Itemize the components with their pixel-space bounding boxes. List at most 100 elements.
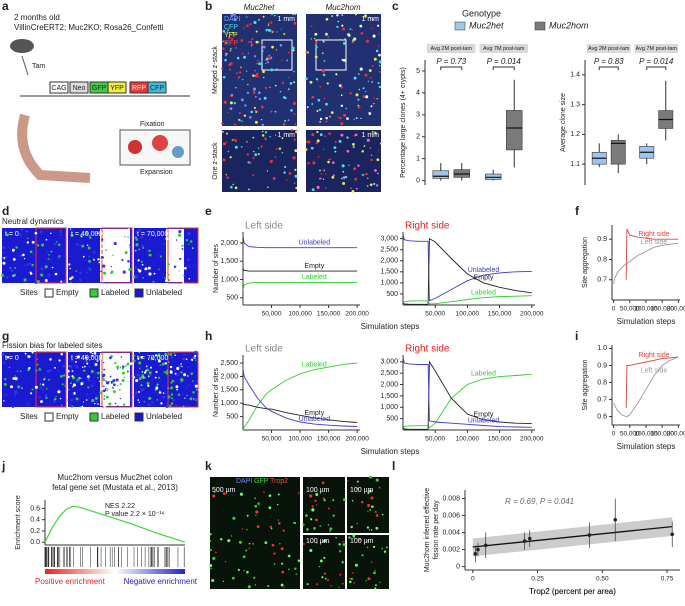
image-dot (183, 357, 186, 360)
image-dot (368, 112, 372, 115)
x-tick-label: 150,000 (317, 311, 341, 318)
image-dot (89, 236, 92, 239)
image-dot (168, 353, 170, 355)
image-dot (71, 375, 74, 378)
point (483, 543, 488, 548)
image-dot (18, 233, 22, 237)
image-dot (246, 141, 248, 143)
image-k (210, 477, 300, 589)
image-dot (327, 524, 330, 526)
point (613, 517, 618, 522)
x-tick-label: 200,000 (667, 431, 685, 438)
image-dot (140, 375, 144, 379)
image-dot (103, 395, 106, 397)
image-dot (140, 235, 144, 239)
image-dot (220, 67, 224, 70)
image-dot (243, 114, 247, 117)
image-dot (311, 133, 315, 137)
image-dot (351, 499, 354, 502)
image-dot (158, 389, 161, 392)
image-dot (60, 404, 63, 407)
image-dot (75, 361, 77, 363)
image-dot (223, 100, 227, 104)
line (242, 368, 358, 427)
image-dot (373, 97, 375, 100)
sim-grid (134, 352, 198, 407)
image-dot (283, 586, 285, 589)
syringe (21, 55, 29, 76)
image-dot (249, 161, 252, 165)
channel: YFP (224, 32, 238, 39)
image-dot (244, 104, 247, 107)
image-dot (119, 388, 121, 391)
image-dot (104, 393, 106, 395)
image-dot (180, 365, 182, 367)
image-dot (87, 246, 91, 250)
image-dot (370, 154, 373, 157)
image-dot (253, 576, 256, 579)
image-dot (329, 115, 331, 118)
y-tick-label: 0.008 (442, 495, 460, 502)
image-dot (325, 102, 328, 106)
image-dot (103, 397, 106, 401)
image-dot (178, 270, 180, 272)
image-dot (316, 541, 318, 544)
x-tick-label: 200,000 (520, 436, 544, 443)
image-dot (322, 73, 326, 77)
image-dot (23, 257, 26, 260)
image-dot (363, 145, 365, 147)
image-dot (25, 231, 28, 233)
image-dot (112, 390, 116, 394)
image-dot (281, 562, 284, 565)
image-dot (140, 381, 142, 383)
image-dot (241, 78, 244, 81)
image-dot (171, 356, 173, 358)
image-dot (293, 81, 296, 84)
image-dot (103, 368, 106, 371)
image-dot (355, 187, 358, 190)
image-dot (231, 38, 234, 41)
image-dot (264, 86, 268, 90)
image-dot (366, 185, 369, 187)
x-tick-label: 200,000 (345, 311, 369, 318)
image-dot (226, 176, 229, 179)
image-dot (71, 370, 74, 372)
image-dot (31, 263, 34, 267)
image-dot (324, 577, 327, 580)
image-dot (348, 536, 351, 539)
image-dot (103, 385, 105, 388)
image-dot (257, 147, 260, 149)
image-dot (224, 54, 227, 57)
image-dot (8, 366, 11, 369)
image-dot (99, 253, 103, 257)
image-dot (239, 67, 242, 69)
image-dot (366, 526, 370, 529)
image-dot (160, 379, 162, 381)
image-dot (116, 240, 118, 242)
line (402, 360, 532, 430)
image-dot (97, 403, 99, 405)
image-dot (129, 244, 131, 246)
image-dot (230, 14, 234, 17)
image-dot (375, 526, 379, 530)
image-dot (319, 117, 323, 121)
image-dot (152, 355, 155, 358)
image-dot (292, 13, 295, 16)
image-dot (176, 388, 178, 391)
image-dot (167, 263, 170, 266)
image-dot (314, 32, 318, 36)
legend-swatch (454, 21, 466, 31)
image-dot (265, 28, 268, 32)
image-dot (326, 82, 329, 85)
y-tick-label: 0.9 (597, 362, 607, 369)
series-label: Right side (639, 352, 670, 359)
image-dot (142, 276, 145, 279)
image-dot (372, 34, 376, 38)
image-dot (274, 14, 276, 17)
enrichment-line (44, 505, 186, 543)
image-dot (102, 375, 105, 378)
image-dot (235, 47, 237, 49)
image-dot (136, 373, 140, 377)
image-dot (340, 177, 343, 180)
x-tick-label: 150,000 (650, 306, 674, 313)
